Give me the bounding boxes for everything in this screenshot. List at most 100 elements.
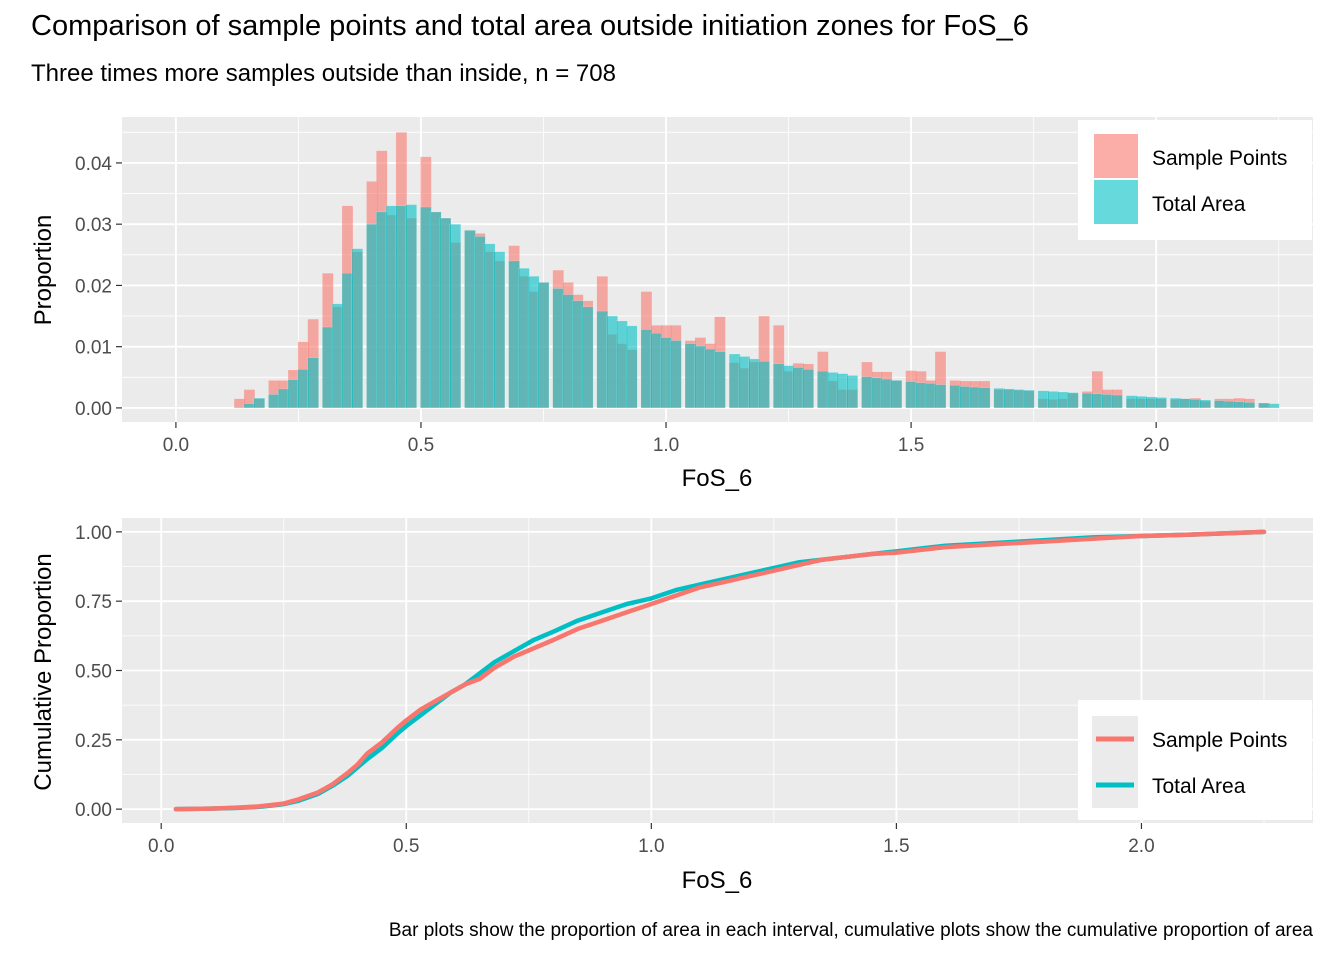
bar-total-area bbox=[1145, 396, 1158, 409]
bar-total-area bbox=[606, 315, 618, 409]
cumulative-x-axis-title: FoS_6 bbox=[682, 867, 753, 894]
bar-total-area bbox=[1091, 393, 1104, 409]
bar-total-area bbox=[233, 407, 246, 409]
bar-total-area bbox=[1037, 390, 1050, 409]
bar-total-area bbox=[1243, 402, 1256, 409]
bar-total-area bbox=[1135, 396, 1148, 409]
bar-total-area bbox=[773, 363, 785, 409]
cumulative-x-tick-label: 1.0 bbox=[638, 836, 664, 857]
cumulative-y-tick-label: 0.25 bbox=[75, 731, 112, 752]
chart-caption: Bar plots show the proportion of area in… bbox=[388, 920, 1313, 941]
bar-total-area bbox=[616, 320, 628, 409]
cumulative-ticks: 0.0 0.5 1.0 1.5 2.0 0.00 0.25 0.50 0.75 1.00 bbox=[75, 523, 1155, 857]
bar-total-area bbox=[322, 326, 334, 409]
cumulative-y-tick-label: 0.75 bbox=[75, 592, 112, 613]
legend-label-sample-points: Sample Points bbox=[1152, 147, 1287, 170]
bar-total-area bbox=[1155, 397, 1167, 409]
bar-total-area bbox=[1199, 399, 1211, 409]
bar-total-area bbox=[395, 205, 408, 409]
bar-total-area bbox=[650, 332, 662, 409]
bar-total-area bbox=[782, 365, 795, 409]
bar-total-area bbox=[758, 361, 770, 409]
bar-total-area bbox=[826, 372, 839, 409]
histogram-x-tick-label: 2.0 bbox=[1143, 435, 1169, 456]
bar-total-area bbox=[537, 282, 550, 409]
bar-total-area bbox=[581, 306, 594, 409]
bar-total-area bbox=[331, 303, 344, 409]
bar-total-area bbox=[572, 300, 584, 409]
bar-total-area bbox=[694, 345, 707, 409]
cumulative-lines bbox=[173, 529, 1267, 812]
bar-total-area bbox=[493, 251, 506, 409]
bar-total-area bbox=[376, 211, 388, 409]
bar-total-area bbox=[253, 397, 265, 409]
cumulative-y-tick-label: 1.00 bbox=[75, 523, 112, 544]
histogram-x-tick-label: 1.5 bbox=[898, 435, 924, 456]
bar-sample-points bbox=[233, 398, 246, 409]
bar-total-area bbox=[871, 377, 883, 409]
histogram-legend: Sample Points Total Area bbox=[1078, 120, 1312, 240]
chart-title: Comparison of sample points and total ar… bbox=[31, 10, 1029, 42]
bar-total-area bbox=[1179, 398, 1192, 409]
bar-total-area bbox=[684, 343, 697, 409]
bar-total-area bbox=[385, 205, 398, 409]
bar-total-area bbox=[978, 387, 991, 409]
bar-total-area bbox=[552, 288, 564, 409]
bar-total-area bbox=[1170, 397, 1182, 409]
histogram-x-tick-label: 0.0 bbox=[163, 435, 189, 456]
legend-key-total-area bbox=[1094, 180, 1138, 224]
histogram-x-axis-title: FoS_6 bbox=[682, 465, 753, 492]
bar-total-area bbox=[924, 383, 937, 409]
cumulative-y-axis-title: Cumulative Proportion bbox=[30, 553, 57, 790]
cumulative-x-tick-label: 1.5 bbox=[883, 836, 909, 857]
histogram-plot: 0.0 0.5 1.0 1.5 2.0 0.00 0.01 0.02 0.03 0.04 FoS_… bbox=[30, 117, 1313, 492]
line-sample-points bbox=[173, 529, 1267, 812]
cumulative-y-tick-label: 0.00 bbox=[75, 800, 112, 821]
cumulative-plot: 0.0 0.5 1.0 1.5 2.0 0.00 0.25 0.50 0.75 1.00 FoS_… bbox=[30, 518, 1313, 894]
bar-total-area bbox=[949, 385, 961, 409]
bar-total-area bbox=[1067, 392, 1079, 409]
cumulative-x-tick-label: 0.0 bbox=[148, 836, 174, 857]
bar-total-area bbox=[1022, 389, 1035, 409]
bar-total-area bbox=[802, 369, 814, 409]
bar-total-area bbox=[738, 356, 751, 409]
histogram-y-tick-label: 0.03 bbox=[75, 215, 112, 236]
legend-label-total-area: Total Area bbox=[1152, 193, 1246, 216]
bar-total-area bbox=[508, 260, 520, 409]
bar-total-area bbox=[993, 388, 1006, 409]
bar-total-area bbox=[366, 223, 378, 409]
bar-total-area bbox=[518, 268, 530, 409]
bar-total-area bbox=[714, 351, 726, 409]
bar-total-area bbox=[1214, 400, 1226, 409]
bar-total-area bbox=[1081, 392, 1094, 409]
bar-total-area bbox=[704, 348, 716, 409]
bar-total-area bbox=[287, 379, 300, 409]
legend-label-sample-points: Sample Points bbox=[1152, 729, 1287, 752]
bar-total-area bbox=[625, 325, 638, 409]
bar-total-area bbox=[915, 382, 927, 409]
histogram-y-axis-title: Proportion bbox=[30, 215, 57, 326]
bar-total-area bbox=[474, 236, 486, 409]
bar-total-area bbox=[670, 340, 682, 409]
bar-total-area bbox=[880, 378, 893, 409]
bar-total-area bbox=[420, 206, 432, 409]
histogram-x-tick-label: 1.0 bbox=[653, 435, 679, 456]
bar-total-area bbox=[890, 380, 903, 409]
bar-total-area bbox=[527, 275, 540, 409]
bar-total-area bbox=[243, 403, 256, 409]
bar-total-area bbox=[268, 394, 280, 409]
bar-total-area bbox=[439, 217, 452, 409]
bar-total-area bbox=[1125, 395, 1138, 409]
bar-total-area bbox=[449, 223, 462, 409]
bar-total-area bbox=[562, 294, 574, 409]
bar-total-area bbox=[1233, 401, 1246, 409]
bar-total-area bbox=[792, 367, 805, 409]
histogram-y-tick-label: 0.00 bbox=[75, 399, 112, 420]
bar-total-area bbox=[1223, 400, 1236, 409]
bar-total-area bbox=[861, 376, 873, 409]
bar-total-area bbox=[969, 386, 981, 409]
bar-total-area bbox=[959, 386, 971, 409]
histogram-ticks: 0.0 0.5 1.0 1.5 2.0 0.00 0.01 0.02 0.03 0.04 bbox=[75, 154, 1169, 456]
legend-key-sample-points bbox=[1094, 134, 1138, 178]
